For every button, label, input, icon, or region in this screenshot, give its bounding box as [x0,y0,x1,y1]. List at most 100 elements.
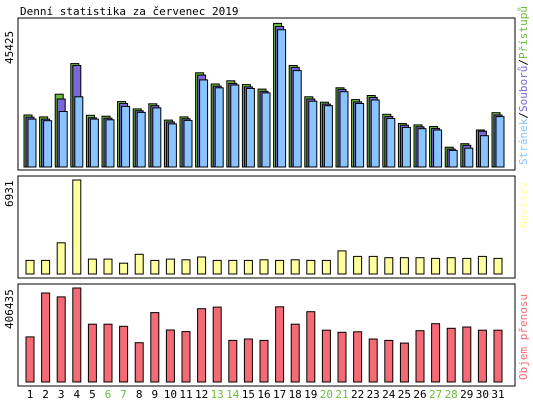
pages-bar [417,128,427,168]
day-tick-label: 20 [320,388,333,401]
day-tick-label: 18 [289,388,302,401]
visits-ymax-label: 6931 [3,181,16,208]
day-tick-label: 4 [73,388,80,401]
day-tick-label: 5 [89,388,96,401]
kbytes-bar [259,339,269,383]
kbytes-ymax-label: 406435 [3,289,16,329]
pages-bar [323,105,333,168]
kbytes-bar [446,327,456,383]
visits-bar [181,259,191,275]
visits-bar [321,259,331,275]
day-tick-label: 7 [120,388,127,401]
pages-bar [433,129,443,168]
day-tick-label: 17 [273,388,286,401]
visits-bar [212,259,222,275]
hits-legend: Stránek/Souborů/Přístupů [517,6,530,165]
kbytes-bar [228,339,238,383]
kbytes-bar [103,323,113,383]
kbytes-bar [165,329,175,383]
day-tick-label: 22 [351,388,364,401]
day-tick-label: 1 [27,388,34,401]
legend-separator: / [517,59,530,66]
kbytes-bar [87,323,97,383]
visits-bar [87,258,97,275]
pages-bar [183,119,193,168]
pages-bar [448,149,458,168]
pages-bar [464,147,474,168]
kbytes-bar [477,329,487,383]
chart-title: Denní statistika za červenec 2019 [20,5,239,18]
day-tick-label: 31 [491,388,504,401]
legend-hits: Přístupů [517,6,530,59]
pages-bar [495,116,505,168]
pages-bar [214,87,224,168]
visits-bar [103,258,113,275]
visits-bar [415,257,425,275]
day-tick-label: 25 [398,388,411,401]
visits-bar [337,250,347,275]
visits-bar [25,259,35,275]
kbytes-bar [368,338,378,383]
visits-bar [197,256,207,275]
visits-bar [275,259,285,275]
day-tick-label: 16 [257,388,270,401]
kbytes-bar [181,331,191,383]
day-tick-label: 28 [445,388,458,401]
kbytes-bar [384,339,394,383]
kbytes-bar [25,336,35,383]
visits-bar [353,255,363,275]
visits-bar [228,259,238,275]
day-tick-label: 21 [335,388,348,401]
pages-bar [105,119,115,168]
kbytes-bar [41,292,51,383]
visits-bar [165,258,175,275]
kbytes-panel-frame [17,283,516,387]
visits-bar [477,255,487,275]
pages-bar [479,135,489,168]
visits-panel-frame [17,175,516,279]
legend-files: Souborů [517,66,530,112]
day-tick-label: 8 [136,388,143,401]
day-tick-label: 6 [105,388,112,401]
day-tick-label: 13 [211,388,224,401]
day-tick-label: 11 [179,388,192,401]
x-axis-ticks: 1 2 3 4 5 6 7 8 9 10 11 12 13 14 15 16 17 18 19 20 21 22 23 24 2… [27,388,505,401]
visits-bar [446,257,456,275]
visits-bar [399,257,409,275]
kbytes-bar [243,338,253,383]
kbytes-bar [431,323,441,383]
pages-bar [277,29,287,168]
visits-bar [462,257,472,275]
visits-bar [243,259,253,275]
pages-bar [370,99,380,168]
day-tick-label: 3 [58,388,65,401]
visits-bar [431,257,441,275]
hits-panel-frame [17,17,516,171]
pages-bar [401,126,411,168]
kbytes-bar [290,323,300,383]
pages-bar [74,96,84,168]
pages-bar [261,92,271,168]
kbytes-bar [197,308,207,383]
day-tick-label: 27 [429,388,442,401]
visits-bar [41,259,51,275]
day-tick-label: 26 [413,388,426,401]
day-tick-label: 10 [164,388,177,401]
pages-bar [27,118,37,168]
pages-bar [292,70,302,168]
day-tick-label: 15 [242,388,255,401]
kbytes-bar [462,326,472,383]
kbytes-bar [119,325,129,383]
day-tick-label: 30 [476,388,489,401]
hits-ymax-label: 45425 [3,31,16,64]
visits-bar [368,255,378,275]
kbytes-bar [493,329,503,383]
legend-visits: Návštěv [517,181,530,228]
pages-bar [58,111,68,168]
kbytes-bar [150,312,160,383]
kbytes-bar [337,331,347,383]
visits-bar [134,253,144,275]
visits-bar [150,259,160,275]
pages-bar [339,91,349,168]
